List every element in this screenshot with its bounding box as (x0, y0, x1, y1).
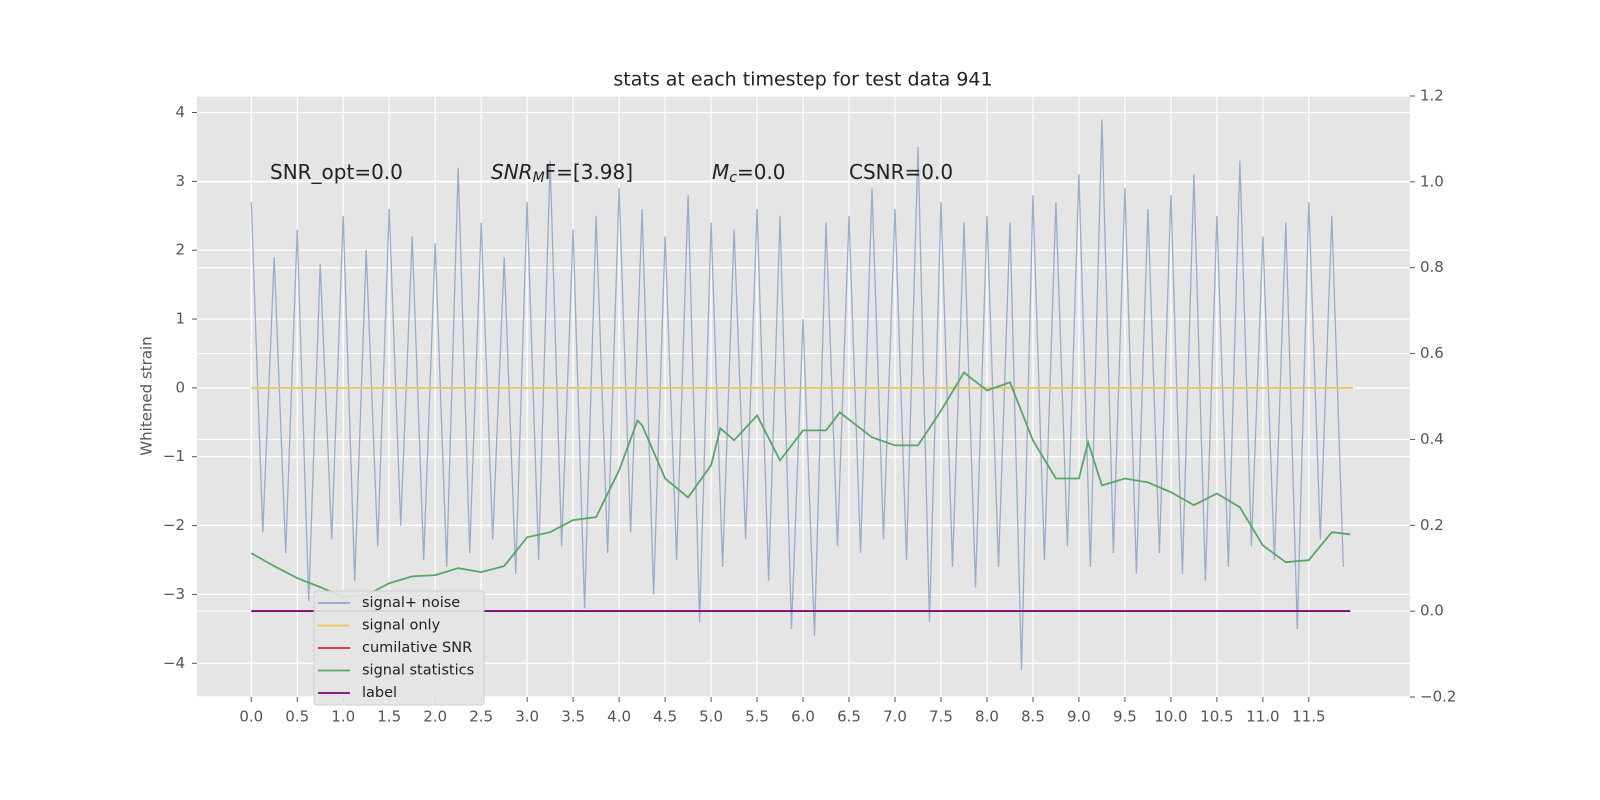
legend-box (313, 590, 485, 706)
y2-tick-label: 0.4 (1420, 430, 1444, 448)
x-tick-label: 9.5 (1113, 708, 1137, 726)
annotation-sub: c (729, 170, 737, 186)
x-tick-label: 10.0 (1154, 708, 1187, 726)
y-tick-label: 2 (175, 241, 185, 259)
annotation-text: CSNR=0.0 (849, 160, 953, 184)
annotation: SNR_opt=0.0 (270, 160, 403, 184)
y-tick-label: 3 (175, 172, 185, 190)
x-tick-label: 7.0 (883, 708, 907, 726)
x-tick-label: 1.5 (377, 708, 401, 726)
x-tick-label: 5.5 (745, 708, 769, 726)
y-tick-label: −4 (163, 654, 185, 672)
x-tick-label: 5.0 (699, 708, 723, 726)
x-tick-label: 0.0 (239, 708, 263, 726)
annotation: Mc=0.0 (712, 160, 786, 187)
y2-tick-label: 0.6 (1420, 344, 1444, 362)
y-tick-label: −2 (163, 516, 185, 534)
annotation-text: F=[3.98] (545, 160, 633, 184)
annotation-math: M (712, 160, 729, 184)
y2-tick-label: 0.8 (1420, 258, 1444, 276)
legend-label: signal statistics (362, 663, 474, 679)
series-line (250, 119, 1344, 671)
y-tick-label: 0 (175, 378, 185, 396)
x-tick-label: 10.5 (1200, 708, 1233, 726)
y-tick-label: −3 (163, 585, 185, 603)
x-tick-label: 2.5 (469, 708, 493, 726)
y2-tick-label: 0.0 (1420, 602, 1444, 620)
x-tick-label: 6.0 (791, 708, 815, 726)
y-tick-label: 1 (175, 310, 185, 328)
x-tick-label: 8.0 (975, 708, 999, 726)
y-tick-label: 4 (175, 103, 185, 121)
x-tick-label: 6.5 (837, 708, 861, 726)
chart-title: stats at each timestep for test data 941 (613, 69, 992, 91)
legend-label: label (362, 685, 397, 701)
x-tick-label: 1.0 (331, 708, 355, 726)
x-tick-label: 11.5 (1292, 708, 1325, 726)
x-tick-label: 3.5 (561, 708, 585, 726)
annotation-sub: M (533, 170, 545, 186)
x-tick-label: 3.0 (515, 708, 539, 726)
y2-tick-label: 1.0 (1420, 172, 1444, 190)
annotation: CSNR=0.0 (849, 160, 953, 184)
annotation-text: SNR_opt=0.0 (270, 160, 403, 184)
series-line (250, 371, 1351, 598)
y-axis-label: Whitened strain (138, 336, 156, 455)
y2-tick-label: 0.2 (1420, 516, 1444, 534)
legend-label: cumilative SNR (362, 640, 472, 656)
y2-tick-label: −0.2 (1420, 688, 1456, 706)
x-tick-label: 2.0 (423, 708, 447, 726)
legend-label: signal only (362, 618, 441, 634)
legend-label: signal+ noise (362, 595, 460, 611)
x-tick-label: 4.5 (653, 708, 677, 726)
x-tick-label: 4.0 (607, 708, 631, 726)
y2-tick-label: 1.2 (1420, 87, 1444, 105)
annotation-text: =0.0 (737, 160, 786, 184)
x-tick-label: 0.5 (285, 708, 309, 726)
x-tick-label: 9.0 (1067, 708, 1091, 726)
x-tick-label: 11.0 (1246, 708, 1279, 726)
annotation-math: SNR (491, 160, 533, 184)
y-tick-label: −1 (163, 447, 185, 465)
x-tick-label: 7.5 (929, 708, 953, 726)
annotation: SNRMF=[3.98] (491, 160, 633, 187)
x-tick-label: 8.5 (1021, 708, 1045, 726)
